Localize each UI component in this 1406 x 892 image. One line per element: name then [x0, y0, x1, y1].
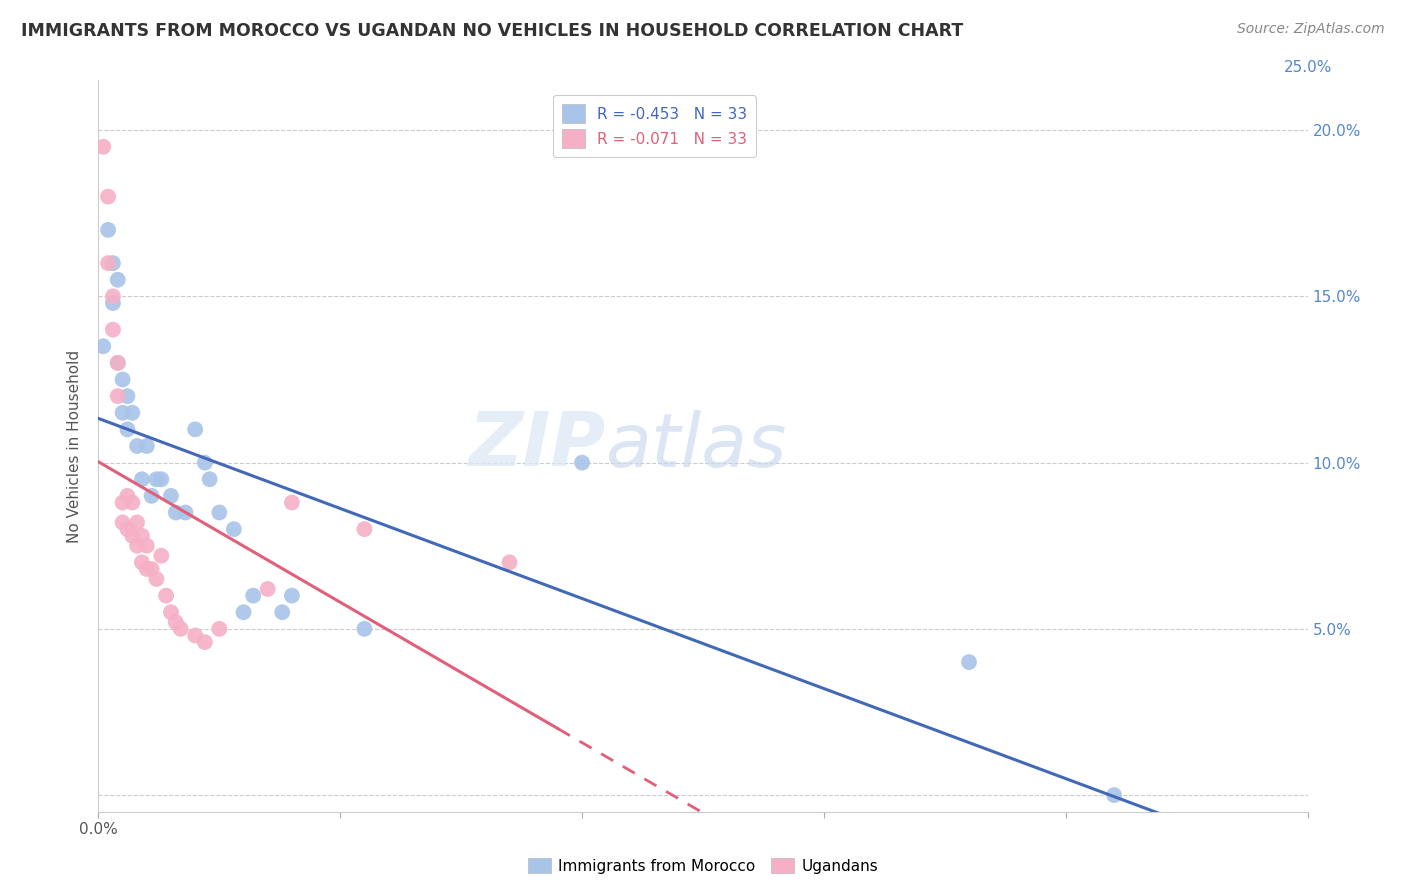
- Point: [107, 389, 129, 403]
- Point: [111, 495, 134, 509]
- Point: [281, 589, 304, 603]
- Point: [101, 323, 124, 337]
- Point: [165, 506, 187, 520]
- Point: [135, 562, 157, 576]
- Point: [121, 529, 143, 543]
- Point: [150, 472, 173, 486]
- Point: [184, 628, 207, 642]
- Legend: R = -0.453   N = 33, R = -0.071   N = 33: R = -0.453 N = 33, R = -0.071 N = 33: [553, 95, 756, 157]
- Point: [353, 622, 375, 636]
- Point: [131, 529, 153, 543]
- Text: ZIP: ZIP: [470, 409, 606, 483]
- Point: [97, 189, 120, 203]
- Point: [198, 472, 221, 486]
- Point: [222, 522, 245, 536]
- Text: atlas: atlas: [606, 410, 787, 482]
- Point: [91, 339, 114, 353]
- Text: IMMIGRANTS FROM MOROCCO VS UGANDAN NO VEHICLES IN HOUSEHOLD CORRELATION CHART: IMMIGRANTS FROM MOROCCO VS UGANDAN NO VE…: [21, 22, 963, 40]
- Point: [135, 539, 157, 553]
- Point: [97, 223, 120, 237]
- Point: [131, 472, 153, 486]
- Point: [117, 522, 139, 536]
- Point: [107, 356, 129, 370]
- Point: [101, 256, 124, 270]
- Legend: Immigrants from Morocco, Ugandans: Immigrants from Morocco, Ugandans: [522, 852, 884, 880]
- Point: [91, 140, 114, 154]
- Point: [165, 615, 187, 630]
- Point: [242, 589, 264, 603]
- Point: [127, 439, 149, 453]
- Point: [117, 489, 139, 503]
- Point: [131, 555, 153, 569]
- Point: [141, 562, 163, 576]
- Point: [111, 372, 134, 386]
- Point: [117, 422, 139, 436]
- Point: [208, 622, 231, 636]
- Point: [101, 289, 124, 303]
- Point: [145, 572, 167, 586]
- Point: [111, 406, 134, 420]
- Point: [97, 256, 120, 270]
- Point: [145, 472, 167, 486]
- Point: [150, 549, 173, 563]
- Point: [957, 655, 980, 669]
- Point: [271, 605, 294, 619]
- Point: [571, 456, 593, 470]
- Point: [141, 489, 163, 503]
- Y-axis label: No Vehicles in Household: No Vehicles in Household: [67, 350, 83, 542]
- Point: [117, 389, 139, 403]
- Point: [127, 539, 149, 553]
- Point: [194, 635, 217, 649]
- Point: [169, 622, 191, 636]
- Point: [1102, 788, 1125, 802]
- Point: [174, 506, 197, 520]
- Point: [498, 555, 520, 569]
- Point: [121, 495, 143, 509]
- Point: [121, 406, 143, 420]
- Point: [107, 356, 129, 370]
- Point: [160, 489, 183, 503]
- Point: [281, 495, 304, 509]
- Point: [232, 605, 254, 619]
- Text: Source: ZipAtlas.com: Source: ZipAtlas.com: [1237, 22, 1385, 37]
- Point: [184, 422, 207, 436]
- Point: [135, 439, 157, 453]
- Point: [208, 506, 231, 520]
- Point: [127, 516, 149, 530]
- Point: [194, 456, 217, 470]
- Point: [107, 273, 129, 287]
- Point: [353, 522, 375, 536]
- Point: [101, 296, 124, 310]
- Point: [111, 516, 134, 530]
- Point: [155, 589, 177, 603]
- Point: [160, 605, 183, 619]
- Point: [256, 582, 278, 596]
